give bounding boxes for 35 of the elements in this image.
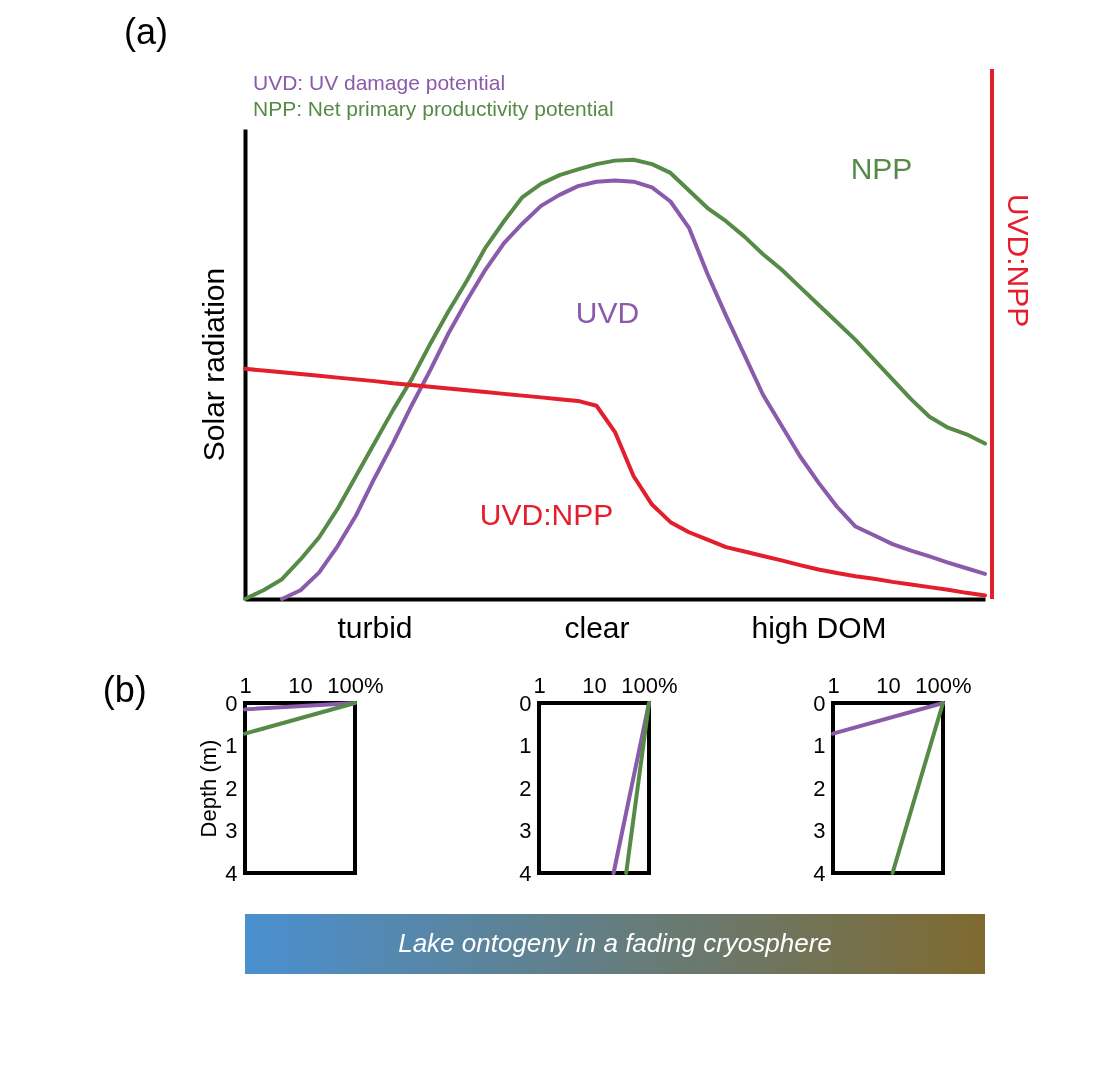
x-tick-label: 100% bbox=[915, 672, 972, 698]
x-tick-label: 10 bbox=[582, 672, 607, 698]
y-tick-label: 0 bbox=[519, 690, 532, 716]
series-label: UVD:NPP bbox=[479, 497, 614, 531]
y-tick-label: 2 bbox=[225, 775, 238, 801]
x-tick-label: 100% bbox=[327, 672, 384, 698]
chart-title: (a) bbox=[124, 11, 168, 52]
y-tick-label: 0 bbox=[813, 690, 826, 716]
y-tick-label: 0 bbox=[225, 690, 238, 716]
text: NPP: Net primary productivity potential bbox=[253, 97, 614, 120]
x-tick-label: 10 bbox=[876, 672, 901, 698]
x-tick-label: 10 bbox=[288, 672, 313, 698]
y2-axis-title: UVD:NPP bbox=[1002, 193, 1035, 328]
y-tick-label: 1 bbox=[519, 733, 532, 758]
text: UVD: UV damage potential bbox=[253, 71, 506, 94]
x-tick-label: 100% bbox=[621, 672, 678, 698]
y-axis-title: Solar radiation bbox=[196, 267, 230, 462]
y-tick-label: 1 bbox=[813, 733, 826, 758]
y-tick-label: 3 bbox=[519, 818, 532, 843]
text: NPP bbox=[850, 151, 913, 185]
y-tick-label: 4 bbox=[225, 860, 238, 886]
x-tick-label: clear bbox=[564, 610, 630, 644]
y-tick-label: 4 bbox=[519, 860, 532, 886]
text: Lake ontogeny in a fading cryosphere bbox=[398, 928, 832, 958]
y-tick-label: 1 bbox=[225, 733, 238, 758]
x-tick-label: high DOM bbox=[751, 610, 887, 644]
x-tick-label: turbid bbox=[337, 610, 413, 644]
y-tick-label: 2 bbox=[519, 775, 532, 801]
y-axis-title: Depth (m) bbox=[196, 739, 222, 838]
text: UVD bbox=[575, 295, 640, 329]
chart-title: (b) bbox=[102, 669, 147, 710]
y-tick-label: 2 bbox=[813, 775, 826, 801]
y-tick-label: 4 bbox=[813, 860, 826, 886]
y-tick-label: 3 bbox=[813, 818, 826, 843]
y-tick-label: 3 bbox=[225, 818, 238, 843]
